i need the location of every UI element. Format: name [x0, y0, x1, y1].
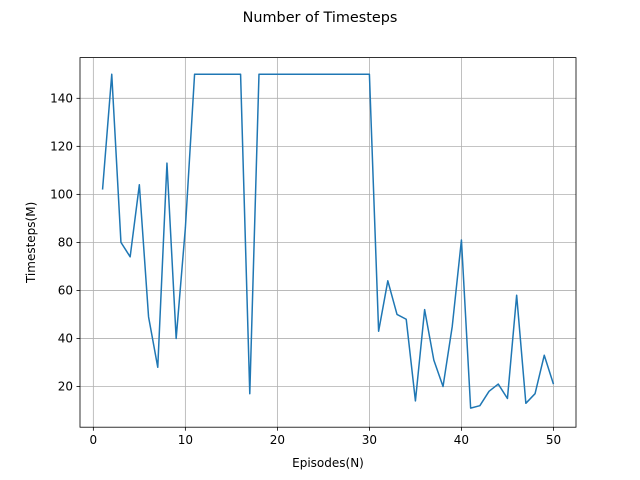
y-tick-label: 100: [50, 188, 73, 202]
y-tick-label: 20: [58, 380, 73, 394]
x-tick-label: 10: [178, 433, 193, 447]
series-line: [101, 73, 555, 409]
x-tick-label: 40: [454, 433, 469, 447]
x-tick-label: 50: [546, 433, 561, 447]
y-tick-label: 40: [58, 332, 73, 346]
y-tick-label: 80: [58, 236, 73, 250]
x-tick-label: 0: [90, 433, 98, 447]
plot-area-frame: [79, 57, 577, 428]
x-axis-label: Episodes(N): [292, 456, 364, 470]
series-line-group: [101, 73, 555, 409]
x-tick-label: 20: [270, 433, 285, 447]
y-tick-label: 140: [50, 92, 73, 106]
y-axis-label: Timesteps(M): [24, 202, 38, 284]
axis-ticks: 0 10 20 30 40 50 20 40 60 80 100 120 140: [50, 92, 561, 448]
y-tick-label: 120: [50, 140, 73, 154]
chart-title: Number of Timesteps: [243, 10, 398, 26]
y-tick-label: 60: [58, 284, 73, 298]
x-tick-label: 30: [362, 433, 377, 447]
